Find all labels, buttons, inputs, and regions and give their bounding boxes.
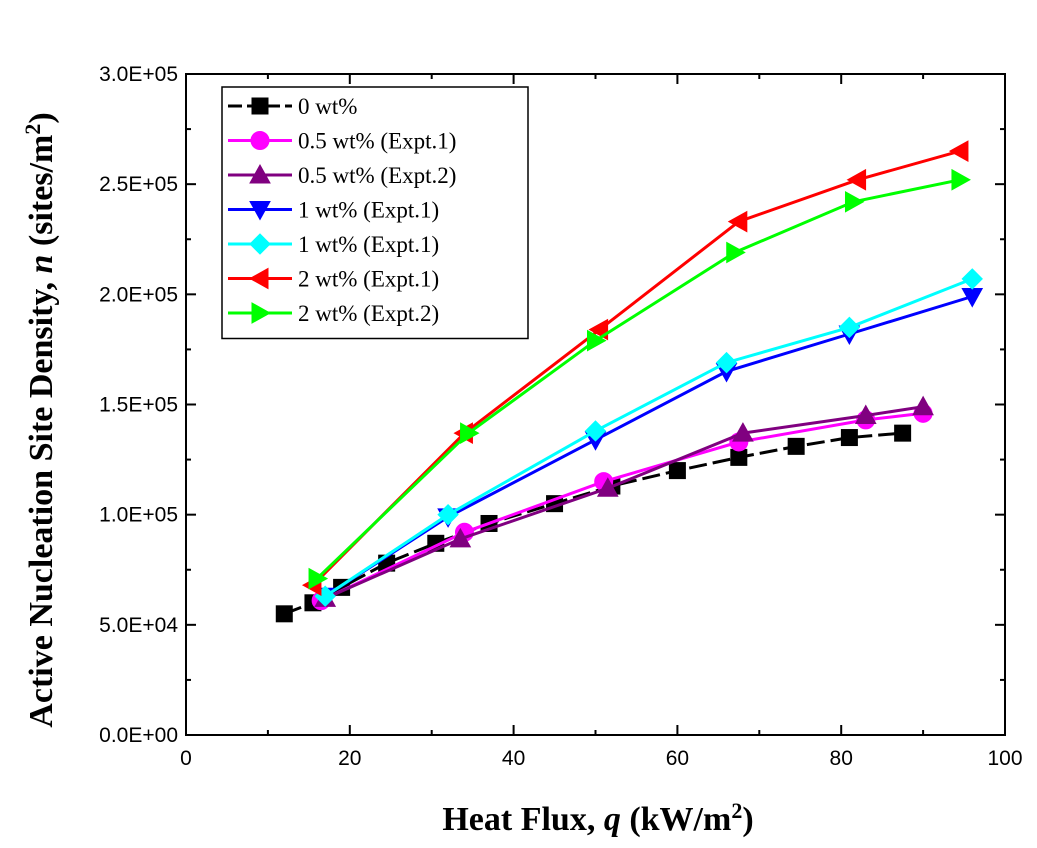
data-point: [732, 422, 754, 442]
legend-swatch-marker: [249, 201, 271, 221]
series-line: [324, 277, 973, 598]
data-point: [437, 503, 459, 526]
data-point: [948, 140, 969, 162]
y-tick-label: 2.0E+05: [99, 283, 178, 306]
data-point: [275, 605, 293, 623]
legend-label: 0.5 wt% (Expt.1): [298, 129, 456, 154]
data-point: [840, 429, 858, 447]
x-axis-title: Heat Flux, q (kW/m2): [442, 798, 753, 838]
series-0: [275, 424, 912, 623]
y-axis-title-close: ): [23, 112, 60, 123]
y-tick-label: 2.5E+05: [99, 173, 178, 196]
y-axis-title: Active Nucleation Site Density, n (sites…: [20, 112, 60, 727]
y-tick-label: 5.0E+04: [99, 614, 178, 637]
series-line: [283, 431, 903, 616]
data-point: [854, 404, 877, 425]
data-point: [308, 567, 329, 590]
y-axis-title-unit: (sites/m: [23, 135, 60, 255]
series-4: [314, 268, 983, 607]
series-2: [314, 395, 934, 607]
legend-label: 2 wt% (Expt.2): [298, 301, 439, 326]
axes: 0 20 40 60 80 100 0.0E+00 5.0E+04 1.0E+05 1.5E+05…: [99, 63, 1022, 770]
legend: 0 wt% 0.5 wt% (Expt.1) 0.5 wt% (Expt.2) 1 w…: [221, 86, 529, 340]
legend-swatch-marker: [250, 131, 270, 150]
data-point: [844, 190, 865, 213]
legend-item: 2 wt% (Expt.2): [228, 301, 439, 326]
y-tick-label: 1.0E+05: [99, 504, 178, 527]
x-axis-title-sup: 2: [731, 798, 742, 823]
data-point: [726, 241, 746, 264]
legend-swatch-marker: [249, 233, 271, 255]
data-point: [460, 422, 480, 444]
series-line: [324, 405, 924, 600]
data-point: [961, 268, 983, 290]
y-tick-label: 0.0E+00: [99, 724, 178, 747]
legend-swatch-marker: [251, 302, 272, 324]
data-point: [951, 168, 971, 191]
x-tick-label: 40: [502, 747, 525, 770]
x-tick-label: 60: [666, 747, 689, 770]
y-axis-title-var: n: [23, 255, 60, 274]
legend-item: 1 wt% (Expt.1): [228, 198, 439, 223]
data-point: [787, 437, 805, 455]
x-axis-title-unit: (kW/m: [621, 801, 732, 838]
series-1: [311, 403, 933, 611]
x-tick-label: 100: [987, 747, 1022, 770]
legend-item: 2 wt% (Expt.1): [228, 267, 439, 292]
data-point: [730, 448, 748, 466]
legend-label: 0 wt%: [298, 94, 357, 119]
data-point: [668, 462, 686, 480]
x-axis-title-var: q: [604, 801, 621, 838]
y-axis-title-pre: Active Nucleation Site Density,: [23, 273, 60, 727]
legend-label: 2 wt% (Expt.1): [298, 267, 439, 292]
legend-item: 0 wt%: [228, 94, 357, 119]
data-point: [596, 477, 619, 497]
legend-swatch-marker: [251, 97, 269, 115]
series-6: [308, 168, 971, 590]
legend-item: 0.5 wt% (Expt.1): [228, 129, 456, 154]
data-point: [894, 424, 912, 442]
legend-box: [221, 86, 529, 340]
series-line: [324, 295, 973, 598]
data-point: [727, 210, 748, 233]
data-point: [838, 316, 861, 339]
y-tick-label: 1.5E+05: [99, 394, 178, 417]
legend-label: 0.5 wt% (Expt.2): [298, 163, 456, 188]
legend-item: 1 wt% (Expt.1): [228, 232, 439, 257]
x-tick-label: 20: [338, 747, 361, 770]
data-point: [587, 329, 607, 352]
data-point: [846, 168, 867, 191]
legend-swatch-marker: [248, 267, 269, 290]
x-axis-title-pre: Heat Flux,: [442, 801, 603, 838]
series-layer: [275, 140, 984, 623]
data-point: [912, 395, 934, 416]
legend-item: 0.5 wt% (Expt.2): [228, 163, 456, 188]
data-point: [449, 527, 472, 548]
data-point: [584, 420, 607, 442]
x-tick-label: 80: [830, 747, 853, 770]
legend-swatch-marker: [249, 163, 271, 184]
legend-label: 1 wt% (Expt.1): [298, 232, 439, 257]
series-line: [315, 178, 961, 580]
x-axis-title-close: ): [742, 801, 753, 838]
legend-label: 1 wt% (Expt.1): [298, 198, 439, 223]
y-tick-label: 3.0E+05: [99, 63, 178, 86]
x-tick-label: 0: [180, 747, 192, 770]
series-line: [311, 149, 961, 587]
y-axis-title-sup: 2: [20, 124, 45, 135]
data-point: [715, 351, 738, 374]
